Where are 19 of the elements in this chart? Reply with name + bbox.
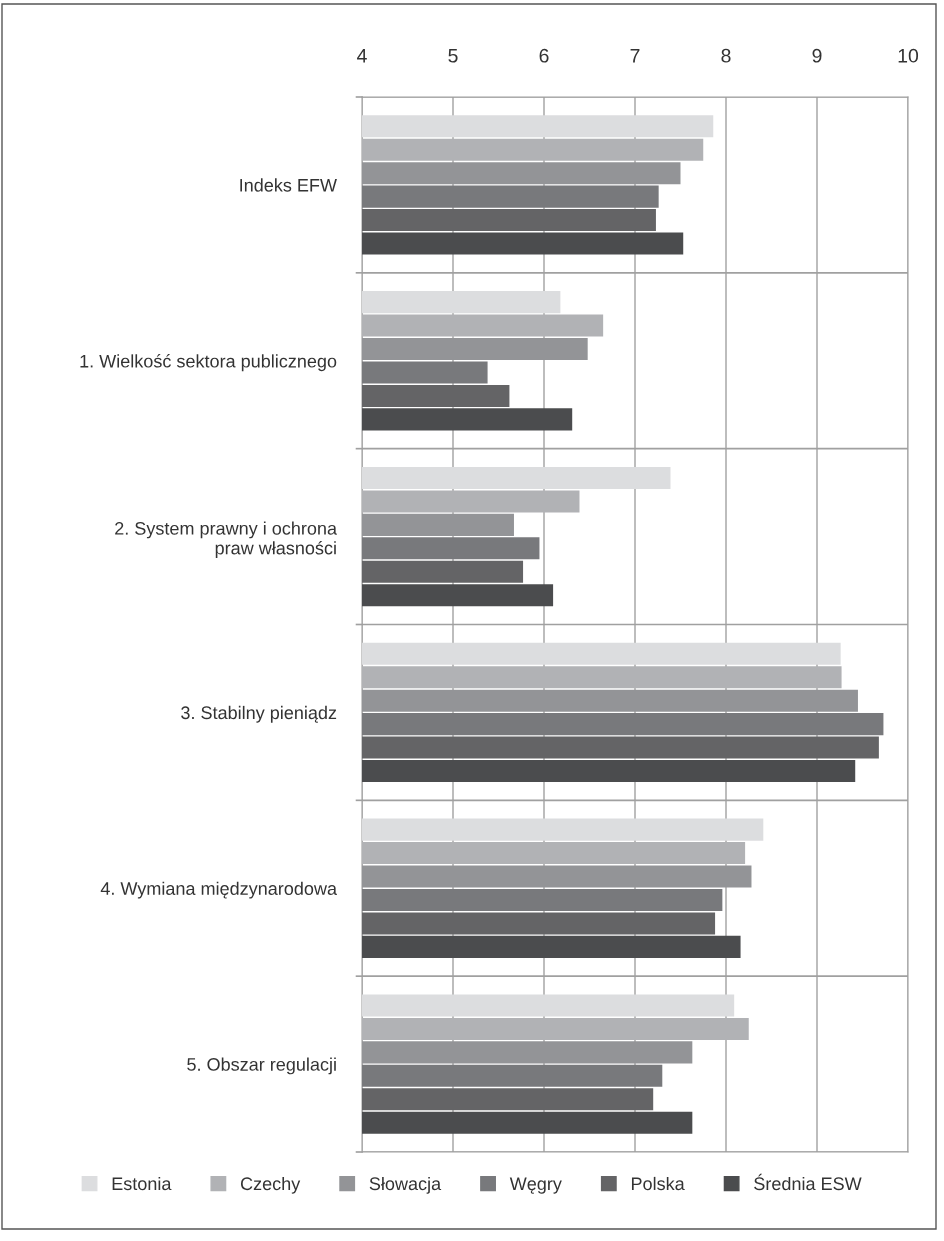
x-tick-label: 7 [630,49,640,63]
x-tick-label: 5 [448,49,458,63]
legend-label: Estonia [112,1176,172,1191]
legend-label: Węgry [509,1177,562,1194]
legend-label: Średnia ESW [754,1173,862,1191]
x-tick-label: 8 [721,48,731,63]
y-tick-label: 3. Stabilny pieniądz [181,705,337,723]
x-tick-label: 6 [539,48,549,63]
y-tick-label: 4. Wymiana międzynarodowa [100,881,338,899]
y-tick-label: 2. System prawny i ochrona praw własności [115,521,338,559]
legend-label: Czechy [240,1176,301,1194]
y-tick-label: 5. Obszar regulacji [187,1057,336,1075]
x-tick-label: 4 [357,49,367,63]
y-tick-label: Indeks EFW [240,178,337,192]
y-tick-label: 1. Wielkość sektora publicznego [80,354,337,372]
legend-label: Słowacja [369,1176,442,1194]
legend-label: Polska [631,1176,685,1191]
x-tick-label: 10 [898,48,919,63]
x-tick-label: 9 [812,48,822,63]
